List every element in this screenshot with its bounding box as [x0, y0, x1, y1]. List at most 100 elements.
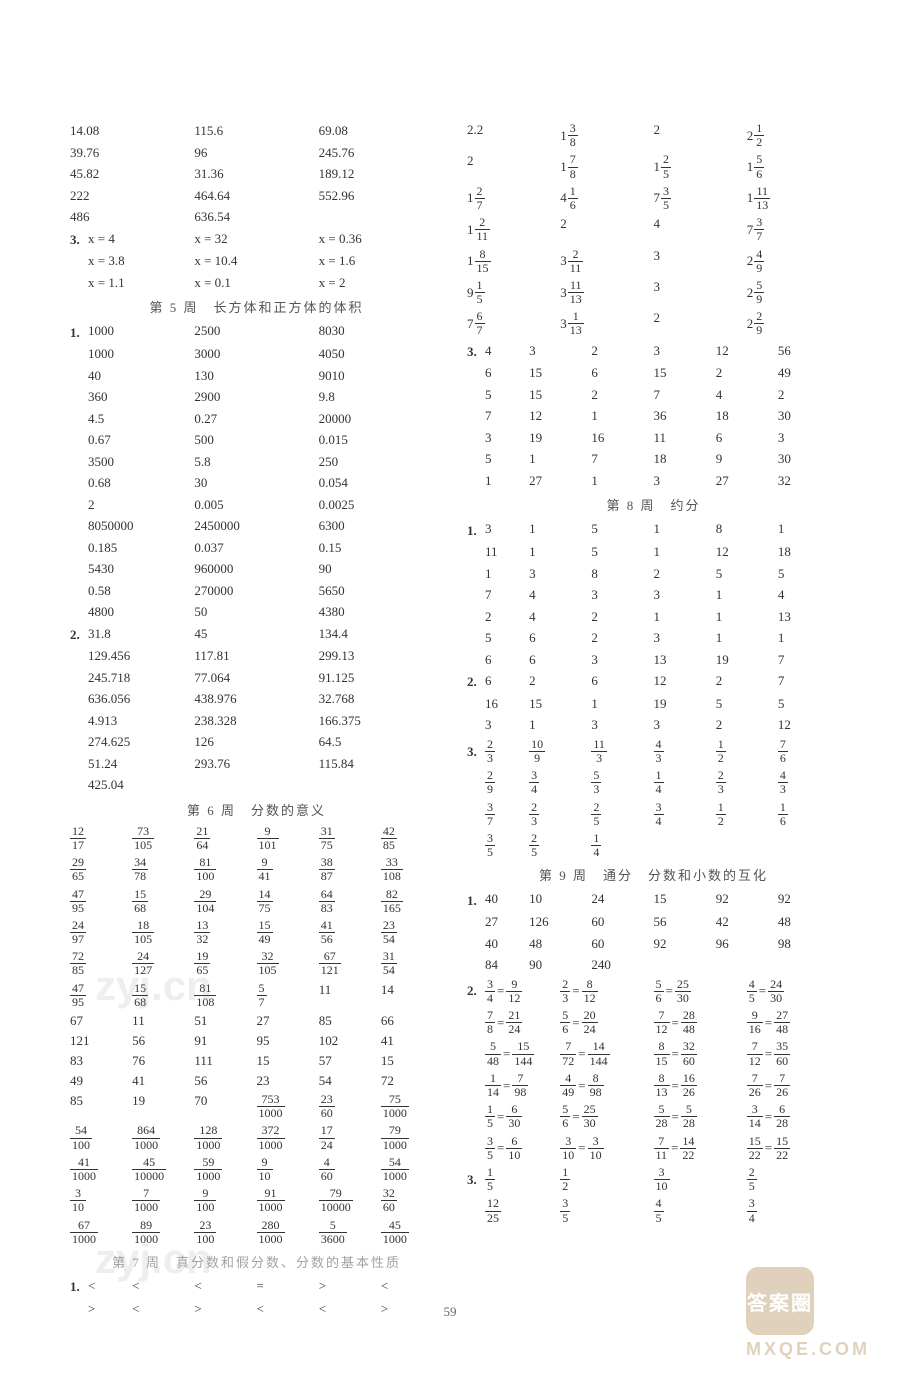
- cell: 4795: [70, 980, 132, 1011]
- cell: 12: [716, 340, 778, 363]
- cell: 45: [654, 1195, 747, 1226]
- cell: 15: [529, 693, 591, 715]
- cell: 2: [467, 606, 529, 628]
- cell: 60: [591, 911, 653, 933]
- cell: 53: [591, 767, 653, 798]
- cell: 0.037: [194, 537, 318, 559]
- w6-row: 31071000910091100079100003260: [70, 1185, 443, 1216]
- w9b1-row: 404860929698: [467, 933, 840, 955]
- cell: 3260: [381, 1185, 443, 1216]
- cell: 24127: [132, 948, 194, 979]
- cell: 27: [467, 911, 529, 933]
- cell: 299.13: [319, 645, 443, 667]
- w5b1-row: 1.100025008030: [70, 320, 443, 343]
- cell: 6300: [319, 515, 443, 537]
- cell: 57: [257, 980, 319, 1011]
- cell: 35: [467, 830, 529, 861]
- top-row: 486636.54: [70, 206, 443, 228]
- cell: 2497: [70, 917, 132, 948]
- cell: 1: [591, 470, 653, 492]
- cell: 12: [716, 736, 778, 767]
- cell: 3: [529, 563, 591, 585]
- w6-row: 67100089100023100280100053600451000: [70, 1217, 443, 1248]
- cell: 1522=1522: [747, 1133, 840, 1164]
- cell: 2965: [70, 854, 132, 885]
- cell: 212: [747, 120, 840, 151]
- cell: 16: [467, 693, 529, 715]
- cell: 25: [529, 830, 591, 861]
- cell: 2450000: [194, 515, 318, 537]
- cell: 5.8: [194, 451, 318, 473]
- w8b1-row: 562311: [467, 627, 840, 649]
- page-number: 59: [0, 1304, 900, 1320]
- cell: 245.76: [319, 142, 443, 164]
- cell: 3000: [194, 343, 318, 365]
- cell: 711=1422: [654, 1133, 747, 1164]
- w8b2-row: 161511955: [467, 693, 840, 715]
- cell: 245.718: [70, 667, 194, 689]
- cell: 42: [716, 911, 778, 933]
- cell: 293.76: [194, 753, 318, 775]
- cell: 4285: [381, 823, 443, 854]
- cell: 20000: [319, 408, 443, 430]
- cell: 2360: [319, 1091, 381, 1122]
- cell: 3.15: [467, 1164, 560, 1195]
- cell: 125: [654, 151, 747, 182]
- cell: 43: [654, 736, 716, 767]
- cell: 49: [778, 362, 840, 384]
- w8b2-row: 2.6261227: [467, 670, 840, 693]
- cell: 3175: [319, 823, 381, 854]
- cell: 56: [654, 911, 716, 933]
- cell: 1.1000: [70, 320, 194, 343]
- cell: 40: [70, 365, 194, 387]
- cell: 45: [194, 623, 318, 646]
- cell: 791000: [381, 1122, 443, 1153]
- cell: 0.0025: [319, 494, 443, 516]
- cell: 4800: [70, 601, 194, 623]
- w6-row: 494156235472: [70, 1071, 443, 1091]
- cell: 126: [194, 731, 318, 753]
- cell: 23100: [194, 1217, 256, 1248]
- w9b1-row: 1.401024159292: [467, 888, 840, 911]
- cell: 30: [778, 405, 840, 427]
- cell: 3: [654, 277, 747, 308]
- cell: 7: [654, 384, 716, 406]
- cell: 115.84: [319, 753, 443, 775]
- cell: 310: [654, 1164, 747, 1195]
- cell: 43: [778, 767, 840, 798]
- cell: 0.68: [70, 472, 194, 494]
- cell: 3: [467, 427, 529, 449]
- cell: 3721000: [257, 1122, 319, 1153]
- cell: 2: [591, 340, 653, 363]
- cell: 528=528: [654, 1101, 747, 1132]
- cell: 18: [654, 448, 716, 470]
- cell: 5650: [319, 580, 443, 602]
- w5b2-row: 51.24293.76115.84: [70, 753, 443, 775]
- left-eq-grid: 3.x = 4x = 32x = 0.36x = 3.8x = 10.4x = …: [70, 228, 443, 294]
- cell: 11: [319, 980, 381, 1011]
- cell: <: [132, 1275, 194, 1298]
- cell: 0.005: [194, 494, 318, 516]
- cell: 3154: [381, 948, 443, 979]
- cell: 126: [529, 911, 591, 933]
- cell: 1475: [257, 886, 319, 917]
- cell: 82165: [381, 886, 443, 917]
- week5-block2: 2.31.845134.4129.456117.81299.13245.7187…: [70, 623, 443, 796]
- cell: <: [381, 1275, 443, 1298]
- cell: [716, 954, 778, 976]
- w8b2-row: 3133212: [467, 714, 840, 736]
- cell: 250: [319, 451, 443, 473]
- w6-row: 1217731052164910131754285: [70, 823, 443, 854]
- cell: 240: [591, 954, 653, 976]
- cell: 238.328: [194, 710, 318, 732]
- w5b1-row: 0.582700005650: [70, 580, 443, 602]
- cell: 29104: [194, 886, 256, 917]
- w6-row: 8376111155715: [70, 1051, 443, 1071]
- cell: 449=898: [560, 1070, 653, 1101]
- cell: 5: [591, 541, 653, 563]
- cell: 19: [716, 649, 778, 671]
- w8b1-row: 111511218: [467, 541, 840, 563]
- cell: 4: [654, 214, 747, 245]
- cell: 5: [778, 693, 840, 715]
- cell: 57: [319, 1051, 381, 1071]
